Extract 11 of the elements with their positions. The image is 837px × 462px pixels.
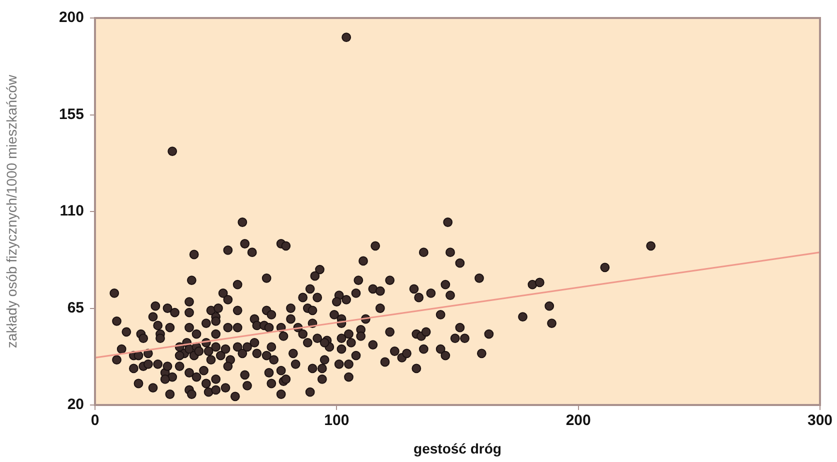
- x-tick-label: 300: [807, 412, 833, 430]
- y-tick-label: 200: [58, 9, 84, 26]
- y-tick-label: 20: [67, 396, 84, 414]
- x-tick-label: 0: [90, 412, 100, 430]
- x-axis-title: gestość dróg: [414, 440, 502, 456]
- y-tick-label: 65: [67, 299, 84, 316]
- y-axis-title: zakłady osób fizycznych/1000 mieszkańców: [3, 74, 20, 348]
- y-tick-label: 110: [60, 202, 84, 220]
- y-tick-label: 155: [58, 106, 84, 123]
- x-tick-label: 200: [566, 412, 591, 430]
- x-tick-label: 100: [324, 412, 350, 430]
